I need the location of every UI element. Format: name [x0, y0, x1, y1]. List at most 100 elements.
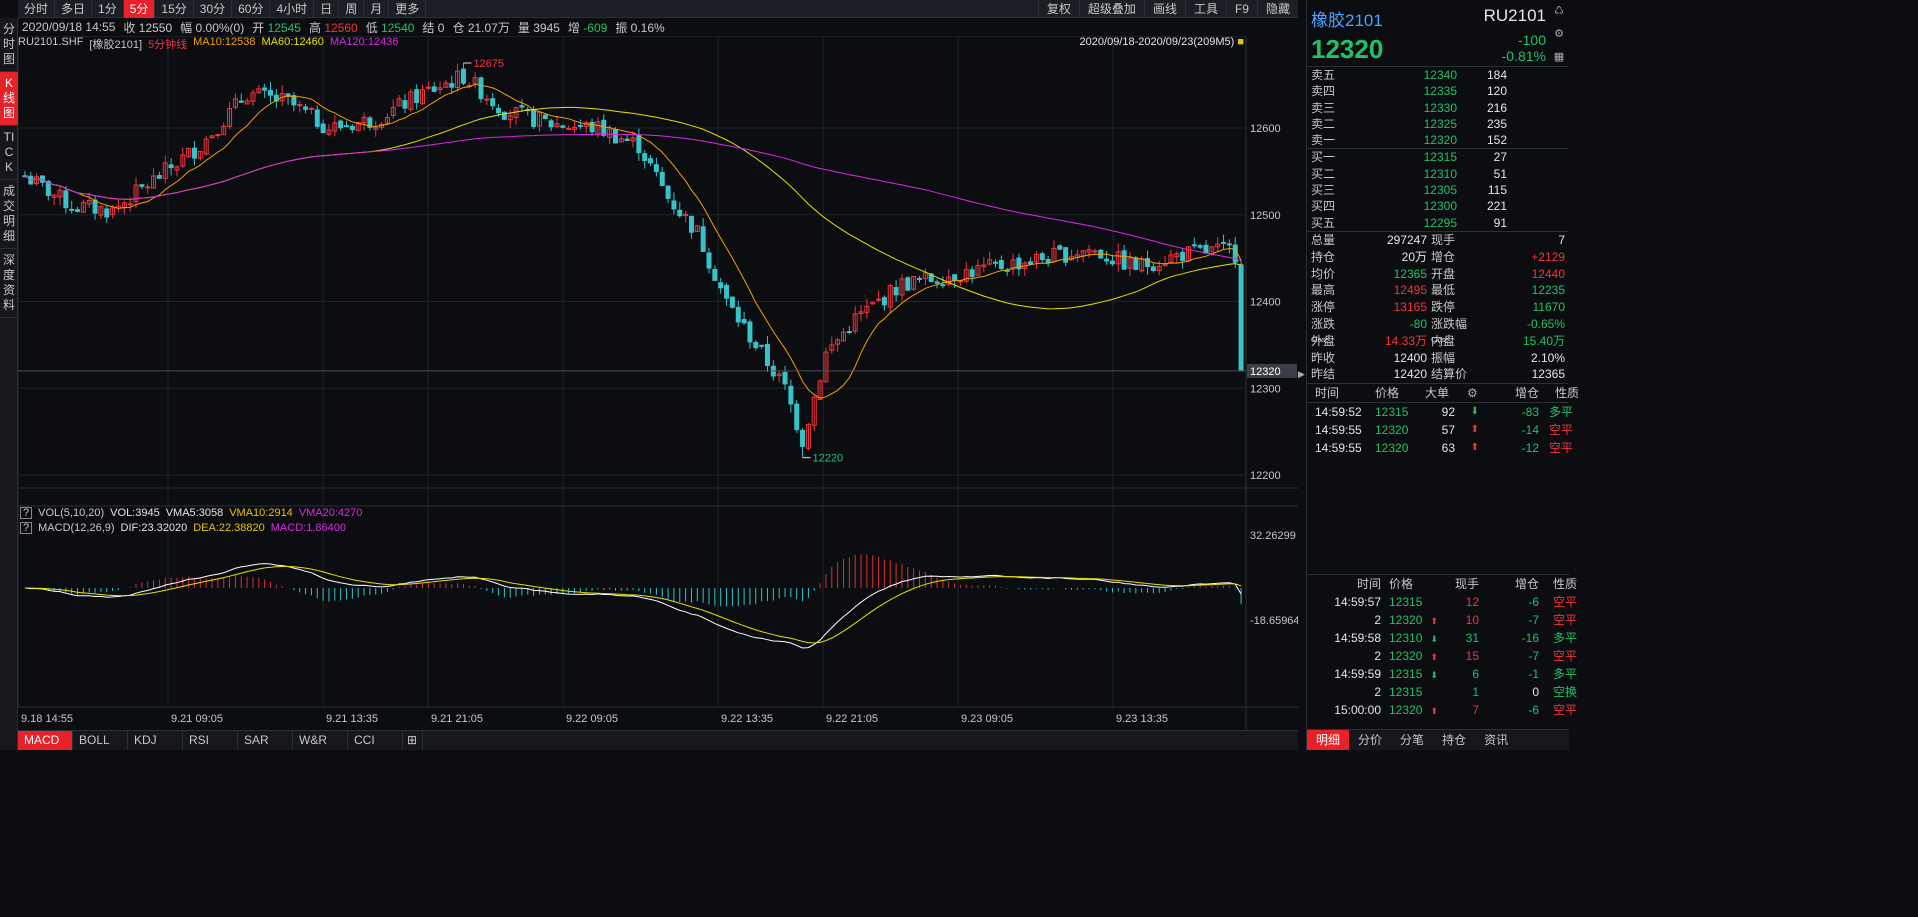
indicator-tab-rsi[interactable]: RSI: [183, 731, 238, 750]
tool-button-2[interactable]: 画线: [1143, 0, 1185, 18]
candle-body: [238, 100, 244, 103]
detail-row[interactable]: 15:00:00 12320 ⬆ 7 -6 空平: [1334, 703, 1577, 717]
period-tab-11[interactable]: 更多: [389, 0, 427, 18]
bid-row[interactable]: 买三 12305 115: [1311, 183, 1507, 198]
ask-row[interactable]: 卖四 12335 120: [1311, 84, 1507, 99]
bell-icon[interactable]: ♺: [1554, 5, 1564, 17]
candle-body: [98, 206, 104, 216]
ma120-line: [24, 133, 1242, 262]
gear-icon[interactable]: ⚙: [1554, 28, 1564, 40]
candle-body: [1033, 253, 1039, 263]
candle-body: [881, 297, 887, 306]
side-tab-3[interactable]: 持仓: [1442, 733, 1467, 747]
left-tab-2[interactable]: TICK: [0, 126, 18, 180]
candle-body: [443, 82, 449, 88]
bid-row[interactable]: 买四 12300 221: [1311, 199, 1507, 214]
ask-book: 卖五 12340 184 卖四 12335 120 卖三 12330 216 卖二 12325 235…: [1307, 66, 1568, 148]
ask-row[interactable]: 卖二 12325 235: [1311, 116, 1507, 131]
candle-body: [548, 120, 554, 128]
candle-body: [870, 301, 876, 305]
indicator-tab-macd[interactable]: MACD: [18, 731, 73, 750]
period-tab-6[interactable]: 60分: [232, 0, 271, 18]
candle-body: [267, 89, 273, 96]
bid-book: 买一 12315 27 买二 12310 51 买三 12305 115 买四 12300 221 买五…: [1307, 148, 1568, 230]
tool-button-0[interactable]: 复权: [1037, 0, 1079, 18]
bid-row[interactable]: 买五 12295 91: [1311, 215, 1507, 230]
candle-body: [601, 119, 607, 136]
kline-chart-svg[interactable]: 12600 12500 12400 12300 12200 9.18 14:55 9.21 …: [17, 35, 1300, 730]
indicator-tab-kdj[interactable]: KDJ: [128, 731, 183, 750]
indicator-tab-sar[interactable]: SAR: [238, 731, 293, 750]
candle-body: [145, 186, 151, 189]
detail-row[interactable]: 14:59:57 12315 12 -6 空平: [1334, 595, 1577, 609]
bid-row[interactable]: 买二 12310 51: [1311, 166, 1507, 181]
candle-body: [361, 116, 367, 124]
period-tab-0[interactable]: 分时: [18, 0, 56, 18]
candle-body: [876, 298, 882, 301]
indicator-tab-boll[interactable]: BOLL: [73, 731, 128, 750]
candle-body: [975, 265, 981, 276]
candle-body: [554, 123, 560, 128]
tool-button-1[interactable]: 超级叠加: [1078, 0, 1144, 18]
indicator-tab-cci[interactable]: CCI: [348, 731, 403, 750]
side-tab-4[interactable]: 资讯: [1484, 733, 1509, 747]
macd-help-icon[interactable]: ?: [20, 522, 33, 534]
grid-icon[interactable]: ▦: [1553, 51, 1565, 63]
trade-row[interactable]: 14:59:55 12320 63 ⬆ -12 空平: [1315, 441, 1573, 456]
detail-row[interactable]: 14:59:58 12310 ⬇ 31 -16 多平: [1334, 631, 1577, 645]
detail-row[interactable]: 14:59:59 12315 ⬇ 6 -1 多平: [1334, 667, 1577, 681]
time-tick-label: 9.22 09:05: [566, 713, 618, 725]
tool-button-4[interactable]: F9: [1225, 0, 1257, 18]
trade-settings-icon[interactable]: ⚙: [1467, 386, 1478, 401]
trade-row[interactable]: 14:59:55 12320 57 ⬆ -14 空平: [1315, 423, 1573, 438]
left-tab-1[interactable]: K线图: [0, 72, 18, 126]
vol-header: ? VOL(5,10,20) VOL:3945 VMA5:3058 VMA10:…: [20, 507, 362, 519]
detail-row[interactable]: 2 12320 ⬆ 15 -7 空平: [1374, 649, 1577, 663]
candle-body: [542, 114, 548, 120]
ask-row[interactable]: 卖三 12330 216: [1311, 100, 1507, 115]
tool-button-5[interactable]: 隐藏: [1256, 0, 1298, 18]
candle-body: [794, 403, 800, 431]
ask-row[interactable]: 卖一 12320 152: [1311, 133, 1507, 148]
detail-row[interactable]: 2 12320 ⬆ 10 -7 空平: [1374, 613, 1577, 627]
time-tick-label: 9.23 09:05: [961, 713, 1013, 725]
side-tab-2[interactable]: 分笔: [1400, 733, 1425, 747]
detail-row[interactable]: 2 12315 1 0 空换: [1374, 685, 1577, 699]
bid-row[interactable]: 买一 12315 27: [1311, 150, 1507, 165]
period-tab-1[interactable]: 多日: [55, 0, 93, 18]
period-tab-4[interactable]: 15分: [155, 0, 194, 18]
period-tab-5[interactable]: 30分: [194, 0, 233, 18]
tool-button-3[interactable]: 工具: [1184, 0, 1226, 18]
bar-datetime: 2020/09/18 14:55: [22, 20, 116, 34]
candle-body: [1150, 266, 1156, 271]
period-tab-2[interactable]: 1分: [92, 0, 124, 18]
time-tick-label: 9.21 21:05: [431, 713, 483, 725]
left-tab-0[interactable]: 分时图: [0, 18, 18, 72]
time-tick-label: 9.23 13:35: [1116, 713, 1168, 725]
vol-help-icon[interactable]: ?: [20, 507, 33, 519]
trade-rows: 14:59:52 12315 92 ⬇ -83 多平 14:59:55 12320 57 ⬆ -14…: [1307, 402, 1573, 457]
candle-body: [688, 215, 694, 233]
period-tab-7[interactable]: 4小时: [270, 0, 315, 18]
left-tab-label: TICK: [3, 130, 15, 174]
collapse-arrow-icon[interactable]: ▶: [1298, 369, 1305, 379]
trade-row[interactable]: 14:59:52 12315 92 ⬇ -83 多平: [1315, 405, 1573, 420]
candle-body: [1203, 244, 1209, 254]
period-tab-8[interactable]: 日: [314, 0, 340, 18]
side-tab-1[interactable]: 分价: [1358, 733, 1383, 747]
side-tab-0[interactable]: 明细: [1307, 730, 1350, 750]
indicator-tab-wr[interactable]: W&R: [293, 731, 348, 750]
price-change-pct: -0.81%: [1501, 48, 1546, 64]
candle-body: [531, 108, 537, 127]
chart-area[interactable]: 12600 12500 12400 12300 12200 9.18 14:55 9.21 …: [17, 35, 1300, 730]
left-tab-4[interactable]: 深度资料: [0, 249, 18, 318]
add-indicator-icon[interactable]: ⊞: [403, 731, 423, 750]
ask-row[interactable]: 卖五 12340 184: [1311, 68, 1507, 82]
candle-body: [291, 95, 297, 106]
left-tab-3[interactable]: 成交明细: [0, 180, 18, 249]
stat-row: 昨结 12420 结算价 12365: [1311, 367, 1565, 382]
period-tab-3[interactable]: 5分: [123, 0, 156, 18]
period-tab-9[interactable]: 周: [339, 0, 365, 18]
period-tab-10[interactable]: 月: [364, 0, 390, 18]
candle-body: [69, 208, 75, 211]
